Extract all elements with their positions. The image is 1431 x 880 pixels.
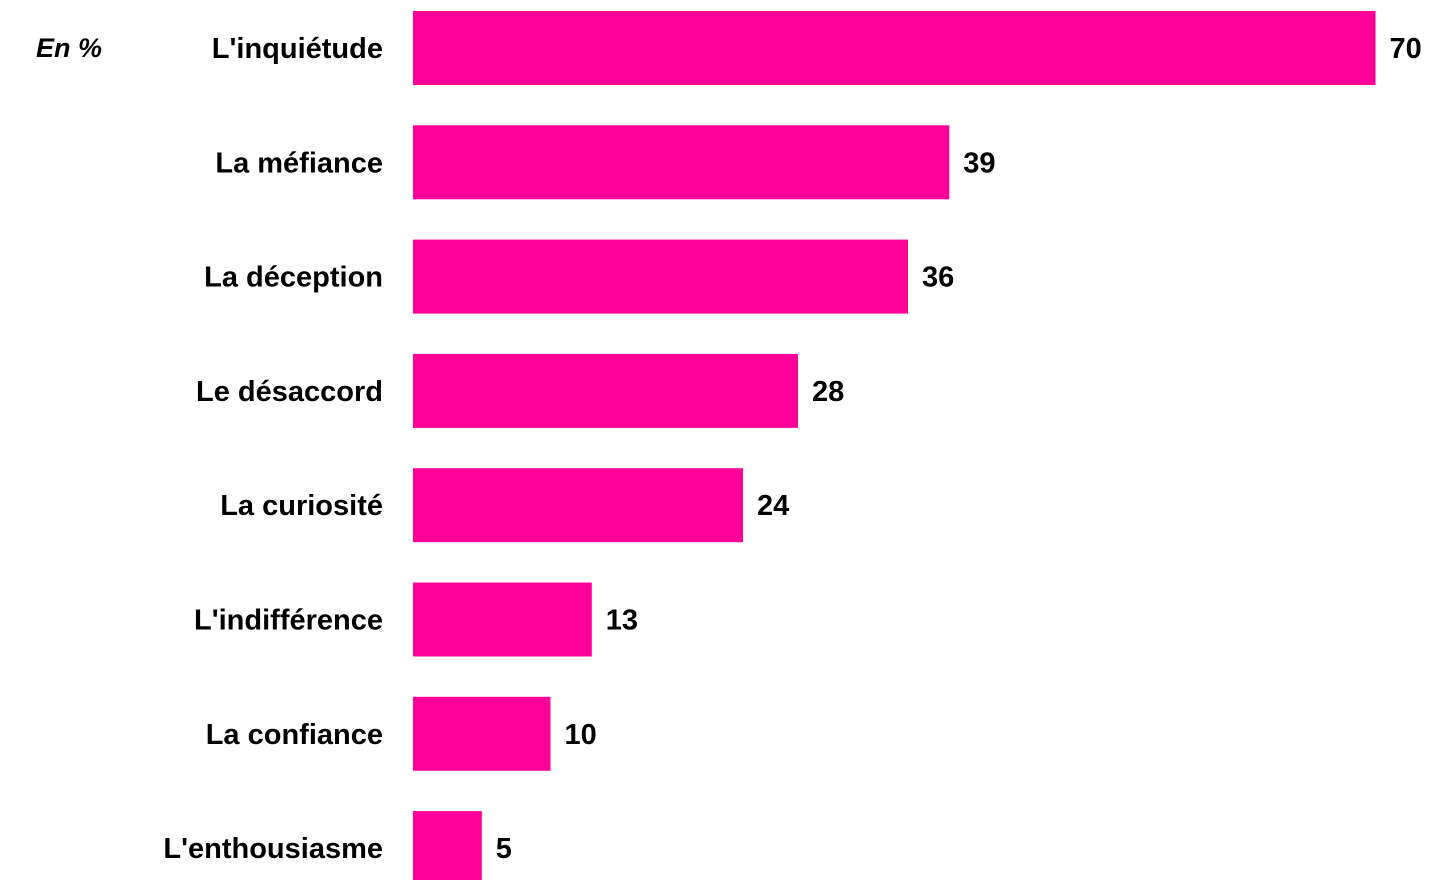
- bar-7: [413, 811, 482, 880]
- category-label-7: L'enthousiasme: [163, 833, 383, 865]
- value-label-4: 24: [757, 490, 789, 522]
- category-label-5: L'indifférence: [194, 605, 383, 637]
- bar-2: [413, 239, 908, 314]
- category-label-0: L'inquiétude: [212, 33, 383, 65]
- bar-1: [413, 125, 950, 200]
- value-labels-group: 70 39 36 28 24 13 10 5: [496, 33, 1422, 865]
- value-label-0: 70: [1390, 33, 1422, 65]
- category-label-6: La confiance: [206, 719, 383, 751]
- value-label-6: 10: [565, 719, 597, 751]
- category-labels-group: L'inquiétude La méfiance La déception Le dé…: [163, 33, 383, 865]
- unit-label: En %: [36, 33, 102, 63]
- value-label-5: 13: [606, 605, 638, 637]
- value-label-1: 39: [963, 147, 995, 179]
- category-label-3: Le désaccord: [196, 376, 383, 408]
- bar-0: [413, 11, 1376, 85]
- category-label-4: La curiosité: [220, 490, 383, 522]
- category-label-2: La déception: [204, 262, 383, 294]
- bars-group: [413, 11, 1376, 880]
- category-label-1: La méfiance: [215, 147, 383, 179]
- bar-3: [413, 353, 798, 428]
- value-label-7: 5: [496, 833, 512, 865]
- value-label-3: 28: [812, 376, 844, 408]
- value-label-2: 36: [922, 262, 954, 294]
- bar-4: [413, 468, 743, 543]
- bar-6: [413, 696, 551, 771]
- bar-5: [413, 582, 592, 657]
